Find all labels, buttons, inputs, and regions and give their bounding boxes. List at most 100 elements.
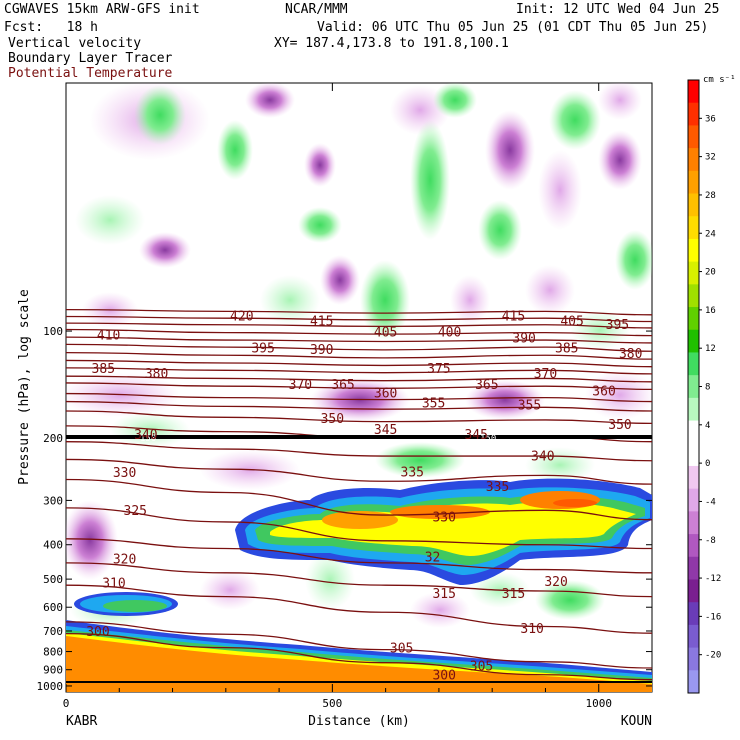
y-tick-label: 800 — [43, 646, 63, 659]
theta-label: 385 — [555, 342, 578, 357]
theta-label: 360 — [374, 387, 397, 402]
theta-label: 340 — [134, 428, 157, 443]
colorbar-label: 4 — [705, 421, 710, 431]
y-tick-label: 1000 — [37, 680, 64, 693]
theta-label: 375 — [427, 362, 450, 377]
theta-label: 315 — [432, 587, 455, 602]
theta-label: 350 — [608, 418, 631, 433]
theta-label: 395 — [251, 342, 274, 357]
organization-label: NCAR/MMM — [285, 2, 348, 17]
colorbar-swatch — [688, 443, 699, 467]
theta-contour-370 — [66, 382, 652, 391]
colorbar-label: 0 — [705, 459, 710, 469]
theta-label: 310 — [102, 577, 125, 592]
colorbar-swatch — [688, 579, 699, 603]
theta-label: 320 — [544, 575, 567, 590]
colorbar-swatch — [688, 670, 699, 694]
theta-contour-310 — [66, 584, 652, 634]
theta-contour-325 — [66, 507, 652, 550]
y-tick-label: 300 — [43, 494, 63, 507]
theta-label: 355 — [422, 397, 445, 412]
theta-label: 305 — [470, 659, 493, 674]
theta-label: 380 — [619, 347, 642, 362]
theta-contour-415 — [66, 315, 652, 323]
colorbar-label: -12 — [705, 574, 721, 584]
theta-label: 345 — [464, 428, 487, 443]
colorbar-swatch — [688, 329, 699, 353]
low-cloud — [74, 592, 178, 616]
theta-label: 380 — [145, 367, 168, 382]
tracer-label-left: 150 — [140, 434, 156, 444]
theta-label: 405 — [374, 326, 397, 341]
model-title: CGWAVES 15km ARW-GFS init — [4, 2, 200, 17]
colorbar-swatch — [688, 624, 699, 649]
colorbar-swatch — [688, 102, 699, 126]
colorbar-label: 16 — [705, 306, 716, 316]
forecast-hour: Fcst: 18 h — [4, 20, 98, 35]
valid-time: Valid: 06 UTC Thu 05 Jun 25 (01 CDT Thu … — [317, 20, 709, 35]
colorbar-unit: cm s⁻¹ — [703, 75, 736, 85]
theta-label: 370 — [534, 367, 557, 382]
theta-contour-385 — [66, 359, 652, 368]
y-tick-label: 700 — [43, 625, 63, 638]
theta-label: 390 — [512, 332, 535, 347]
theta-label: 365 — [475, 378, 498, 393]
x-tick-label: 1000 — [585, 697, 612, 710]
colorbar-swatch — [688, 216, 699, 240]
theta-contour-395 — [66, 343, 652, 352]
colorbar-swatch — [688, 397, 699, 422]
potential-temperature-contours — [66, 308, 652, 681]
theta-label: 345 — [374, 423, 397, 438]
colorbar-label: 28 — [705, 191, 716, 201]
colorbar-label: 8 — [705, 383, 710, 393]
updraft-region — [235, 478, 652, 585]
theta-label: 350 — [321, 412, 344, 427]
theta-contour-355 — [66, 400, 652, 412]
theta-label: 32 — [425, 551, 441, 566]
y-tick-label: 900 — [43, 664, 63, 677]
theta-contour-300 — [66, 632, 652, 681]
theta-contour-350 — [66, 410, 652, 425]
theta-contour-315 — [66, 562, 652, 598]
theta-contour-380 — [66, 367, 652, 375]
theta-label: 300 — [86, 625, 109, 640]
theta-label: 390 — [310, 343, 333, 358]
field-vertical-velocity: Vertical velocity — [8, 36, 142, 51]
theta-label: 335 — [486, 480, 509, 495]
theta-label: 335 — [401, 465, 424, 480]
theta-contour-410 — [66, 322, 652, 329]
cross-section-coords: XY= 187.4,173.8 to 191.8,100.1 — [274, 36, 509, 51]
theta-contour-305 — [66, 621, 652, 669]
theta-contour-320 — [66, 538, 652, 574]
y-axis-title: Pressure (hPa), log scale — [17, 289, 32, 485]
y-tick-label: 100 — [43, 325, 63, 338]
theta-label: 395 — [606, 318, 629, 333]
theta-contour-405 — [66, 328, 652, 337]
colorbar-swatch — [688, 602, 699, 626]
theta-contour-420 — [66, 308, 652, 316]
theta-contour-400 — [66, 336, 652, 344]
right-endpoint-label: KOUN — [621, 714, 652, 729]
colorbar-swatch — [688, 307, 699, 331]
colorbar-label: 36 — [705, 114, 716, 124]
colorbar: 36 32 28 24 20 16 12 8 4 0 -4 -8 -12 -16 -20 — [687, 79, 721, 694]
colorbar-label: 12 — [705, 344, 716, 354]
field-potential-temperature: Potential Temperature — [8, 66, 173, 81]
colorbar-swatch — [688, 125, 699, 149]
theta-label: 400 — [438, 326, 461, 341]
colorbar-label: -16 — [705, 612, 721, 622]
upper-pattern — [75, 83, 652, 350]
colorbar-label: 20 — [705, 268, 716, 278]
field-boundary-layer-tracer: Boundary Layer Tracer — [8, 51, 173, 66]
theta-label: 310 — [520, 622, 543, 637]
y-tick-label: 400 — [43, 539, 63, 552]
colorbar-swatch — [688, 511, 699, 535]
theta-label: 325 — [124, 504, 147, 519]
colorbar-swatch — [688, 170, 699, 195]
tracer-label-right: 150 — [480, 434, 496, 444]
theta-label: 305 — [390, 642, 413, 657]
theta-contour-335 — [66, 458, 652, 485]
colorbar-swatch — [688, 465, 699, 490]
theta-label: 420 — [230, 310, 253, 325]
theta-label: 320 — [113, 552, 136, 567]
